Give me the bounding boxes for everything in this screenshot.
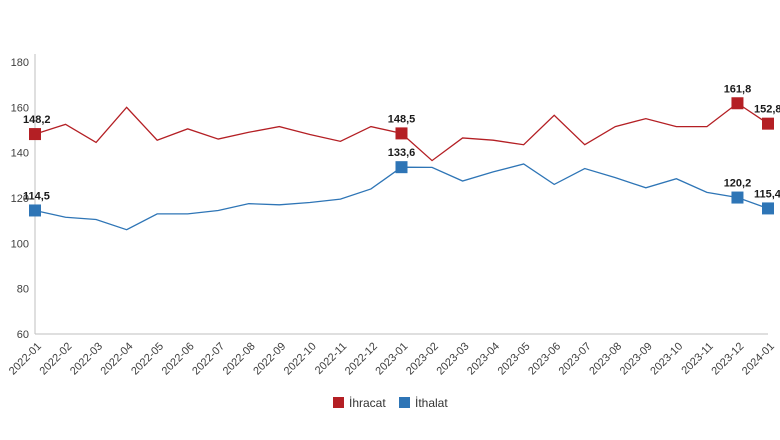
y-tick-label: 100 [11, 238, 29, 250]
x-axis: 2022-012022-022022-032022-042022-052022-… [7, 333, 777, 377]
legend-swatch [333, 397, 344, 408]
x-tick-label: 2023-06 [526, 340, 563, 377]
y-tick-label: 160 [11, 102, 29, 114]
data-label: 133,6 [388, 147, 416, 159]
legend-swatch [399, 397, 410, 408]
y-tick-label: 60 [17, 329, 29, 341]
x-tick-label: 2022-08 [221, 340, 258, 377]
x-tick-label: 2023-08 [587, 340, 624, 377]
x-tick-label: 2022-03 [68, 340, 105, 377]
x-tick-label: 2022-02 [37, 340, 74, 377]
data-marker [29, 204, 41, 217]
x-tick-label: 2022-10 [282, 340, 319, 377]
series-line [34, 163, 769, 231]
data-marker [731, 191, 744, 204]
x-tick-label: 2022-06 [160, 340, 197, 377]
x-tick-label: 2023-10 [648, 340, 685, 377]
data-marker [762, 202, 774, 215]
legend: İhracat İthalat [333, 396, 448, 410]
y-axis: 60 80 100 120 140 160 180 [11, 54, 36, 341]
x-tick-label: 2024-01 [740, 340, 777, 377]
x-tick-label: 2023-07 [557, 340, 594, 377]
data-marker [29, 128, 41, 141]
x-tick-label: 2023-04 [465, 340, 502, 377]
data-label: 148,5 [388, 113, 416, 125]
x-tick-label: 2023-09 [618, 340, 655, 377]
x-tick-label: 2023-05 [496, 340, 533, 377]
x-tick-label: 2022-07 [190, 340, 227, 377]
series-markers [29, 97, 774, 217]
x-tick-label: 2022-09 [251, 340, 288, 377]
x-tick-label: 2022-12 [343, 340, 380, 377]
data-marker [395, 127, 408, 140]
data-marker [731, 97, 744, 110]
x-tick-label: 2023-02 [404, 340, 441, 377]
data-label: 161,8 [724, 83, 752, 95]
y-tick-label: 180 [11, 57, 29, 69]
x-tick-label: 2022-04 [99, 340, 136, 377]
x-tick-label: 2022-05 [129, 340, 166, 377]
y-tick-label: 120 [11, 193, 29, 205]
x-tick-label: 2022-11 [313, 340, 349, 376]
data-label: 115,4 [754, 188, 780, 200]
data-label: 114,5 [23, 190, 50, 202]
data-label: 152,8 [754, 104, 780, 116]
x-tick-label: 2023-12 [709, 340, 746, 377]
data-label: 148,2 [23, 114, 51, 126]
data-label: 120,2 [724, 178, 752, 190]
y-tick-label: 80 [17, 284, 29, 296]
data-marker [395, 161, 408, 174]
y-tick-label: 140 [11, 148, 29, 160]
legend-label: İhracat [349, 396, 386, 410]
x-tick-label: 2022-01 [7, 340, 44, 377]
x-tick-label: 2023-11 [679, 340, 715, 376]
legend-label: İthalat [415, 396, 448, 410]
x-tick-label: 2023-01 [373, 340, 410, 377]
data-marker [762, 117, 774, 130]
x-tick-label: 2023-03 [434, 340, 471, 377]
